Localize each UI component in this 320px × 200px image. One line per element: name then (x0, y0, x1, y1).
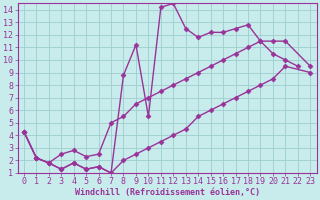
X-axis label: Windchill (Refroidissement éolien,°C): Windchill (Refroidissement éolien,°C) (75, 188, 260, 197)
